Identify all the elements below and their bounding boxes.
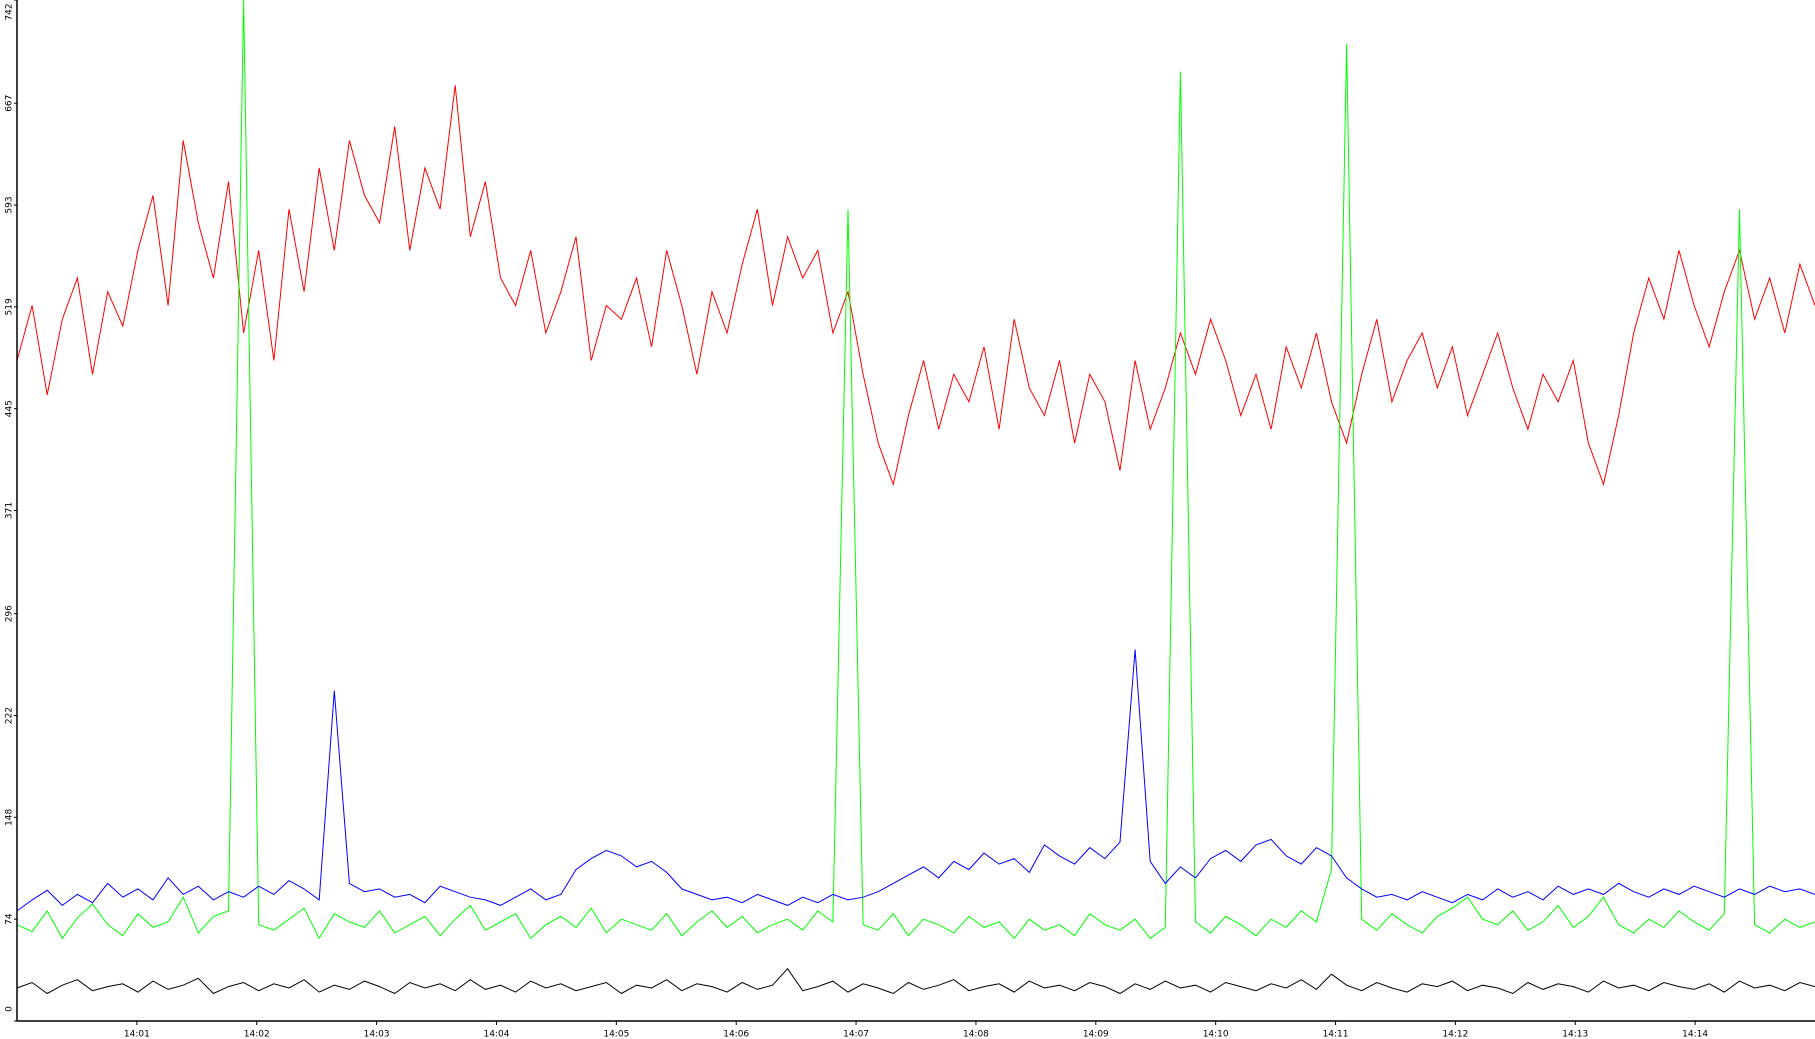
x-tick-label: 14:04 (483, 1030, 509, 1039)
x-tick-label: 14:06 (723, 1030, 749, 1039)
x-tick-label: 14:07 (843, 1030, 869, 1039)
y-tick-label: 222 (5, 707, 15, 724)
series-line (16, 649, 1815, 912)
y-tick-label: 667 (5, 95, 15, 112)
y-tick-label: 445 (5, 400, 15, 417)
x-tick-label: 14:05 (603, 1030, 629, 1039)
x-tick-label: 14:14 (1682, 1030, 1708, 1039)
y-tick-label: 742 (5, 3, 15, 20)
y-tick-label: 296 (5, 605, 15, 622)
y-tick-label: 74 (5, 913, 15, 925)
x-tick-label: 14:12 (1442, 1030, 1468, 1039)
x-tick-label: 14:02 (244, 1030, 270, 1039)
series-line (16, 85, 1815, 487)
x-tick-label: 14:13 (1562, 1030, 1588, 1039)
x-tick-label: 14:08 (963, 1030, 989, 1039)
x-tick-label: 14:11 (1323, 1030, 1349, 1039)
y-tick-label: 519 (5, 298, 15, 315)
y-tick-label: 148 (5, 808, 15, 825)
y-tick-label: 371 (5, 502, 15, 519)
series-line (16, 0, 1815, 940)
y-tick-label: 593 (5, 196, 15, 213)
x-tick-label: 14:01 (124, 1030, 150, 1039)
x-tick-label: 14:10 (1203, 1030, 1229, 1039)
y-tick-label: 0 (5, 1006, 15, 1012)
x-tick-label: 14:03 (364, 1030, 390, 1039)
series-line (16, 967, 1815, 995)
x-tick-label: 14:09 (1083, 1030, 1109, 1039)
